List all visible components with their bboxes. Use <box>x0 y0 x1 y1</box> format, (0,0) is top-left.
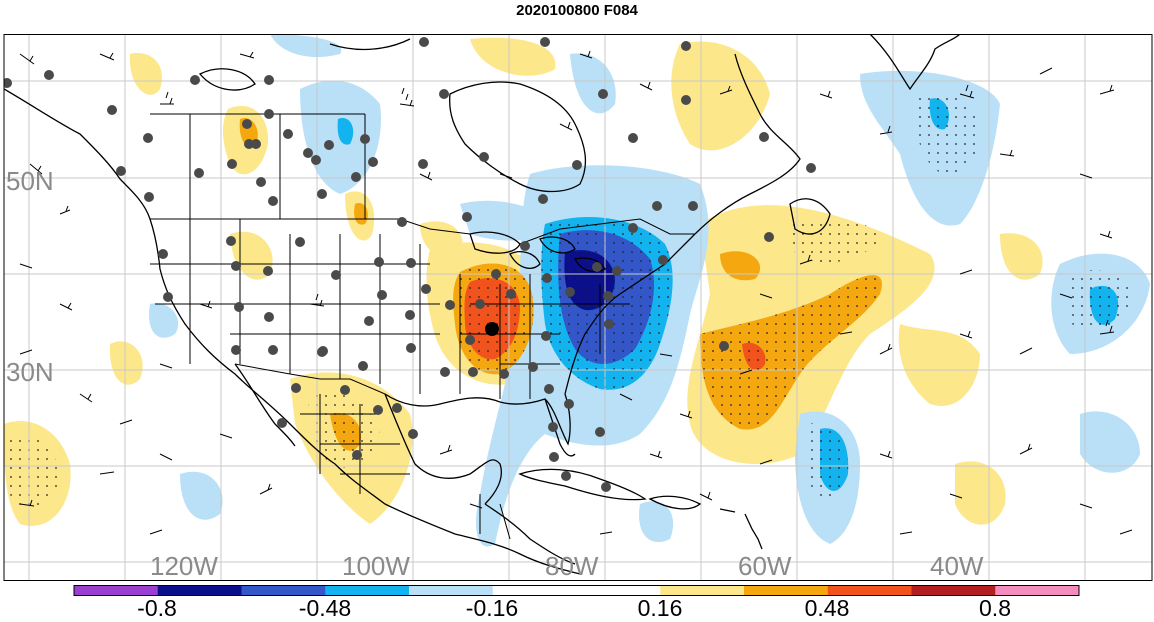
map-frame <box>3 34 1153 581</box>
lon-label-40w: 40W <box>930 551 984 581</box>
colorbar-cell <box>911 585 996 596</box>
colorbar-cell <box>157 585 242 596</box>
highlighted-station <box>485 322 499 336</box>
colorbar-label-neg-0-48: -0.48 <box>298 595 352 621</box>
colorbar-label-0-48: 0.48 <box>804 595 850 621</box>
colorbar-cell <box>995 585 1080 596</box>
colorbar-cell <box>660 585 745 596</box>
colorbar-cell <box>74 585 159 596</box>
political-boundaries <box>150 113 695 540</box>
colorbar-label-neg-0-16: -0.16 <box>465 595 519 621</box>
colorbar-label-0-16: 0.16 <box>637 595 683 621</box>
colorbar-cell <box>492 585 577 596</box>
colorbar <box>73 585 1080 596</box>
colorbar-cell <box>827 585 912 596</box>
weather-map: 50N 30N 120W 100W 80W 60W 40W <box>3 34 1153 581</box>
lon-label-120w: 120W <box>150 551 218 581</box>
colorbar-cell <box>241 585 326 596</box>
lon-label-100w: 100W <box>342 551 410 581</box>
wind-barbs <box>19 50 1133 535</box>
colorbar-label-0-8: 0.8 <box>979 595 1011 621</box>
colorbar-cell <box>576 585 661 596</box>
lat-label-50n: 50N <box>6 166 54 196</box>
colorbar-cell <box>325 585 410 596</box>
station-markers <box>4 37 816 492</box>
map-title: 2020100800 F084 <box>516 2 638 19</box>
colorbar-label-neg-0-8: -0.8 <box>137 595 177 621</box>
lat-label-30n: 30N <box>6 357 54 387</box>
colorbar-cell <box>409 585 494 596</box>
coastlines <box>4 34 961 575</box>
lon-label-80w: 80W <box>545 551 599 581</box>
lon-label-60w: 60W <box>738 551 792 581</box>
colorbar-cell <box>744 585 829 596</box>
